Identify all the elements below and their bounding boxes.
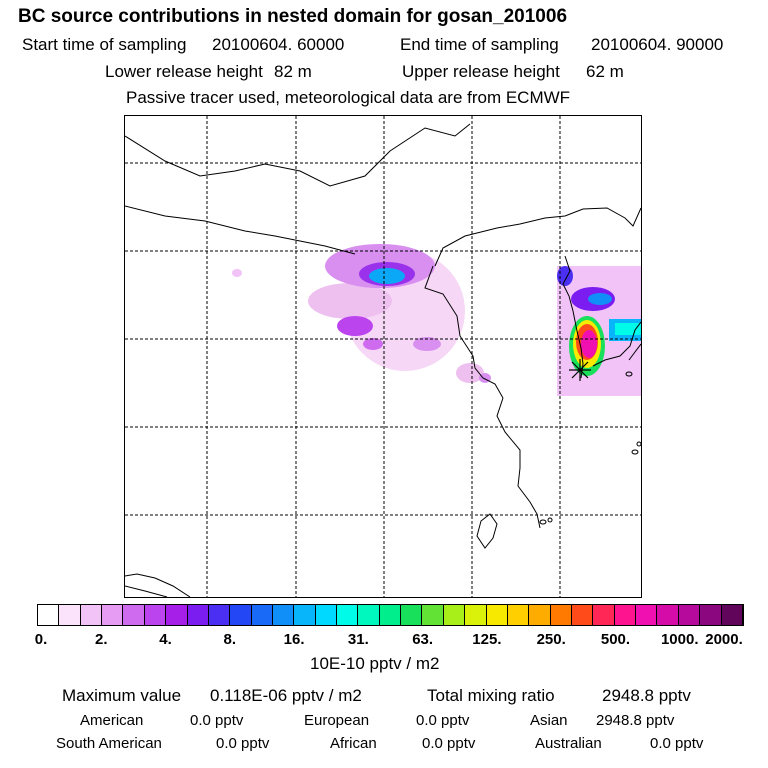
colorbar-swatch — [593, 605, 615, 625]
colorbar-tick-label: 2000. — [705, 631, 743, 648]
concentration-field — [232, 244, 641, 396]
tracer-note: Passive tracer used, meteorological data… — [126, 88, 571, 107]
colorbar-swatch — [38, 605, 60, 625]
colorbar-tick-label: 500. — [600, 631, 631, 648]
lower-height-label: Lower release height — [105, 62, 263, 81]
colorbar-swatch — [59, 605, 81, 625]
receptor-star-icon — [569, 359, 591, 381]
lat-lon-grid — [125, 116, 641, 597]
colorbar-swatch — [465, 605, 487, 625]
upper-height-value: 62 m — [586, 62, 624, 81]
colorbar-swatch — [251, 605, 273, 625]
coastline — [125, 123, 641, 597]
colorbar-tick-label: 4. — [159, 631, 172, 648]
colorbar-swatch — [721, 605, 743, 625]
colorbar-tick-label: 8. — [223, 631, 237, 648]
region-name: Australian — [535, 735, 602, 752]
colorbar-swatch — [358, 605, 380, 625]
colorbar-tick-label: 1000. — [660, 631, 699, 648]
colorbar-swatch — [166, 605, 188, 625]
region-value: 0.0 pptv — [416, 712, 470, 729]
map-title: BC source contributions in nested domain… — [18, 6, 568, 27]
colorbar-swatch — [507, 605, 530, 625]
max-value-label: Maximum value — [62, 686, 182, 705]
map-canvas — [125, 116, 641, 597]
total-mixing-value: 2948.8 pptv — [602, 686, 691, 705]
colorbar-swatch — [443, 605, 466, 625]
region-value: 0.0 pptv — [650, 735, 704, 752]
colorbar-swatch — [272, 605, 295, 625]
colorbar-unit: 10E-10 pptv / m2 — [310, 654, 440, 673]
start-time-label: Start time of sampling — [22, 35, 187, 54]
region-value: 0.0 pptv — [422, 735, 476, 752]
colorbar-swatch — [230, 605, 252, 625]
max-value: 0.118E-06 pptv / m2 — [210, 686, 362, 705]
colorbar-swatch — [678, 605, 701, 625]
colorbar-tick-label: 250. — [536, 631, 566, 648]
colorbar-swatch — [401, 605, 423, 625]
colorbar-swatch — [657, 605, 679, 625]
colorbar-tick-label: 125. — [472, 631, 502, 648]
region-name: Asian — [530, 712, 568, 729]
region-value: 0.0 pptv — [216, 735, 270, 752]
start-time-value: 20100604. 60000 — [212, 35, 345, 54]
region-value: 2948.8 pptv — [596, 712, 675, 729]
lower-height-value: 82 m — [274, 62, 312, 81]
colorbar-swatch — [315, 605, 338, 625]
colorbar-tick-label: 63. — [412, 631, 434, 648]
colorbar-swatch — [636, 605, 658, 625]
colorbar-swatch — [123, 605, 145, 625]
region-name: African — [330, 735, 377, 752]
colorbar-swatch — [486, 605, 508, 625]
colorbar-swatch — [422, 605, 444, 625]
colorbar-swatch — [614, 605, 637, 625]
colorbar-swatch — [700, 605, 722, 625]
colorbar-tick-label: 16. — [283, 631, 305, 648]
upper-height-label: Upper release height — [402, 62, 560, 81]
colorbar-swatch — [571, 605, 594, 625]
colorbar-tick-label: 2. — [95, 631, 108, 648]
colorbar-swatch — [550, 605, 572, 625]
region-name: American — [80, 712, 144, 729]
end-time-value: 20100604. 90000 — [591, 35, 724, 54]
colorbar-swatch — [294, 605, 316, 625]
colorbar — [37, 604, 744, 626]
region-value: 0.0 pptv — [190, 712, 244, 729]
map-panel — [124, 115, 642, 598]
region-name: South American — [56, 735, 162, 752]
colorbar-swatch — [379, 605, 402, 625]
colorbar-swatch — [337, 605, 359, 625]
end-time-label: End time of sampling — [400, 35, 559, 54]
colorbar-swatch — [80, 605, 103, 625]
colorbar-tick-label: 0. — [34, 631, 48, 648]
colorbar-swatch — [187, 605, 209, 625]
colorbar-swatch — [529, 605, 551, 625]
colorbar-swatch — [208, 605, 231, 625]
colorbar-swatch — [102, 605, 124, 625]
colorbar-tick-label: 31. — [347, 631, 369, 648]
total-mixing-label: Total mixing ratio — [427, 686, 555, 705]
colorbar-swatch — [144, 605, 167, 625]
region-name: European — [304, 712, 370, 729]
